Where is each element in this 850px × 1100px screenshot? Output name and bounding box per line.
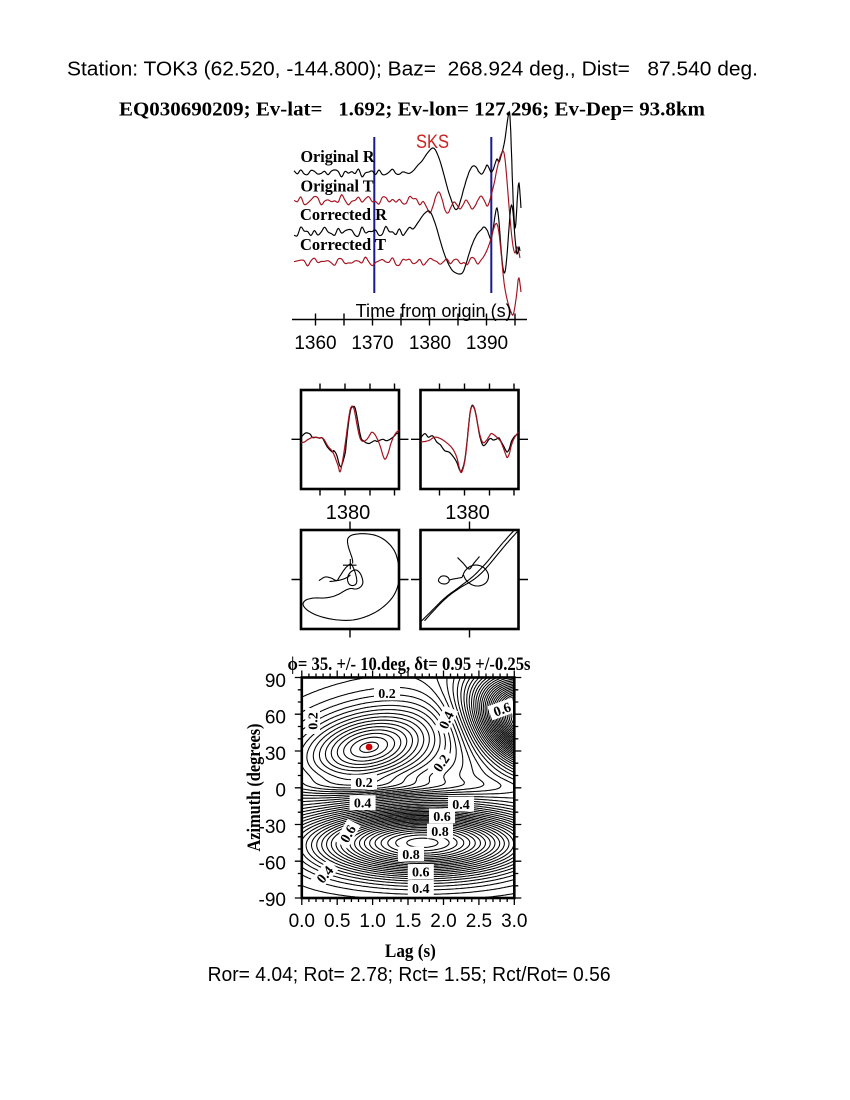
- svg-text:ϕ= 35. +/- 10.deg, δt= 0.95 +/: ϕ= 35. +/- 10.deg, δt= 0.95 +/-0.25s: [288, 654, 531, 675]
- svg-text:1380: 1380: [409, 333, 451, 354]
- svg-text:0.4: 0.4: [412, 882, 430, 897]
- svg-text:Corrected T: Corrected T: [300, 235, 386, 254]
- svg-text:2.0: 2.0: [430, 911, 456, 932]
- svg-text:Station: TOK3 (62.520, -144.80: Station: TOK3 (62.520, -144.800); Baz= 2…: [67, 59, 758, 81]
- svg-text:-60: -60: [259, 854, 286, 875]
- svg-text:0.6: 0.6: [433, 810, 451, 825]
- svg-text:-90: -90: [259, 890, 286, 911]
- svg-text:1380: 1380: [445, 502, 490, 524]
- svg-text:0.6: 0.6: [412, 866, 430, 881]
- svg-text:0.4: 0.4: [354, 797, 372, 812]
- svg-text:90: 90: [265, 671, 286, 692]
- svg-text:SKS: SKS: [416, 132, 449, 153]
- svg-text:1380: 1380: [326, 502, 371, 524]
- svg-text:0.5: 0.5: [324, 911, 350, 932]
- svg-text:-30: -30: [259, 817, 286, 838]
- svg-text:1390: 1390: [466, 333, 508, 354]
- svg-text:0.6: 0.6: [492, 700, 514, 720]
- svg-text:Original T: Original T: [301, 177, 374, 196]
- svg-text:30: 30: [265, 744, 286, 765]
- svg-text:1.0: 1.0: [359, 911, 385, 932]
- svg-text:1360: 1360: [294, 333, 336, 354]
- svg-text:60: 60: [265, 708, 286, 729]
- svg-text:Azimuth (degrees): Azimuth (degrees): [244, 724, 265, 852]
- svg-text:0.2: 0.2: [355, 776, 373, 791]
- svg-text:1.5: 1.5: [395, 911, 421, 932]
- svg-text:0.4: 0.4: [437, 710, 458, 732]
- svg-text:1370: 1370: [351, 333, 393, 354]
- svg-text:3.0: 3.0: [501, 911, 527, 932]
- svg-text:Time from origin (s): Time from origin (s): [356, 301, 512, 321]
- svg-text:Lag (s): Lag (s): [385, 941, 436, 962]
- svg-text:EQ030690209; Ev-lat= 1.692;: EQ030690209; Ev-lat= 1.692; Ev-lon= 127.…: [119, 99, 705, 121]
- svg-text:2.5: 2.5: [466, 911, 492, 932]
- svg-text:0.8: 0.8: [431, 825, 449, 840]
- svg-text:Original R: Original R: [301, 147, 376, 166]
- svg-text:0: 0: [275, 781, 286, 802]
- svg-text:0.4: 0.4: [452, 798, 470, 813]
- svg-text:0.0: 0.0: [289, 911, 315, 932]
- svg-text:Ror= 4.04; Rot= 2.78; Rct= 1.5: Ror= 4.04; Rot= 2.78; Rct= 1.55; Rct/Rot…: [208, 964, 611, 986]
- svg-text:0.8: 0.8: [402, 848, 420, 863]
- svg-text:0.2: 0.2: [378, 687, 396, 702]
- svg-text:0.2: 0.2: [307, 712, 322, 730]
- svg-text:Corrected R: Corrected R: [300, 205, 388, 224]
